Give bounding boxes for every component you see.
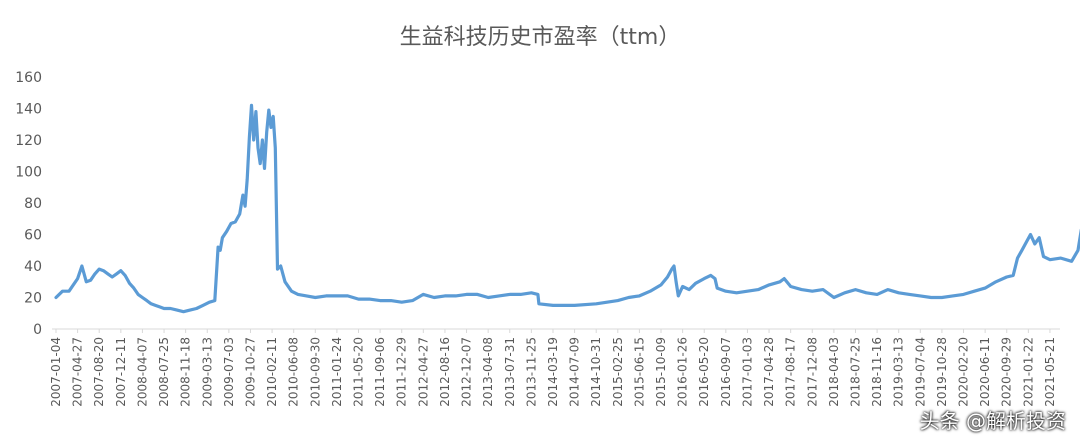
x-tick-label: 2011-05-20 [352, 337, 366, 407]
x-tick-label: 2013-11-25 [524, 337, 538, 407]
x-tick-label: 2016-05-20 [697, 337, 711, 407]
y-tick-label: 0 [33, 322, 42, 338]
x-tick-label: 2018-07-25 [848, 337, 862, 407]
x-tick-label: 2010-09-30 [308, 337, 322, 407]
y-tick-label: 140 [15, 102, 42, 118]
x-tick-label: 2017-08-17 [784, 337, 798, 407]
x-tick-label: 2015-06-15 [632, 337, 646, 407]
x-tick-label: 2009-03-13 [200, 337, 214, 407]
x-tick-label: 2008-07-25 [157, 337, 171, 407]
x-tick-label: 2013-04-08 [481, 337, 495, 407]
x-tick-label: 2009-07-03 [222, 337, 236, 407]
x-tick-label: 2020-06-11 [978, 337, 992, 407]
x-tick-label: 2018-04-03 [827, 337, 841, 407]
x-tick-label: 2007-01-04 [49, 337, 63, 407]
y-tick-label: 40 [24, 259, 42, 275]
x-tick-label: 2014-07-09 [568, 337, 582, 407]
x-tick-label: 2017-12-08 [805, 337, 819, 407]
x-tick-label: 2007-08-20 [92, 337, 106, 407]
y-tick-label: 20 [24, 291, 42, 307]
x-tick-label: 2019-03-13 [892, 337, 906, 407]
y-tick-label: 160 [15, 70, 42, 86]
x-tick-label: 2016-09-07 [719, 337, 733, 407]
x-tick-label: 2010-02-11 [265, 337, 279, 407]
x-tick-label: 2012-04-27 [416, 337, 430, 407]
x-tick-label: 2010-06-08 [287, 337, 301, 407]
x-tick-label: 2008-04-07 [135, 337, 149, 407]
chart-title: 生益科技历史市盈率（ttm） [400, 25, 681, 50]
x-tick-label: 2007-12-11 [114, 337, 128, 407]
y-tick-label: 80 [24, 196, 42, 212]
x-tick-label: 2020-02-20 [957, 337, 971, 407]
x-tick-label: 2018-11-16 [870, 337, 884, 407]
x-tick-label: 2017-04-28 [762, 337, 776, 407]
x-tick-label: 2012-12-07 [460, 337, 474, 407]
x-tick-label: 2019-07-04 [913, 337, 927, 407]
x-tick-label: 2015-02-25 [611, 337, 625, 407]
y-axis: 0 20 40 60 80 100 120 140 160 [15, 70, 42, 338]
x-tick-label: 2013-07-31 [503, 337, 517, 407]
x-tick-label: 2021-05-21 [1043, 337, 1057, 407]
y-tick-label: 100 [15, 165, 42, 181]
x-tick-label: 2011-09-06 [373, 337, 387, 407]
x-tick-label: 2009-10-27 [243, 337, 257, 407]
x-tick-label: 2021-01-22 [1021, 337, 1035, 407]
x-tick-label: 2015-10-09 [654, 337, 668, 407]
pe-ratio-series-line [54, 103, 1080, 314]
x-tick-label: 2014-10-31 [589, 337, 603, 407]
x-tick-label: 2007-04-27 [71, 337, 85, 407]
x-axis: 2007-01-04 2007-04-27 2007-08-20 2007-12-11… [49, 329, 1057, 407]
x-tick-label: 2008-11-18 [179, 337, 193, 407]
watermark: 头条 @解析投资 [919, 409, 1066, 433]
y-tick-label: 120 [15, 133, 42, 149]
x-tick-label: 2017-01-03 [740, 337, 754, 407]
x-tick-label: 2011-01-24 [330, 337, 344, 407]
y-tick-label: 60 [24, 228, 42, 244]
x-tick-label: 2019-10-28 [935, 337, 949, 407]
x-tick-label: 2014-03-19 [546, 337, 560, 407]
x-tick-label: 2011-12-29 [395, 337, 409, 407]
x-tick-label: 2016-01-26 [676, 337, 690, 407]
x-tick-label: 2020-09-29 [1000, 337, 1014, 407]
x-tick-label: 2012-08-16 [438, 337, 452, 407]
